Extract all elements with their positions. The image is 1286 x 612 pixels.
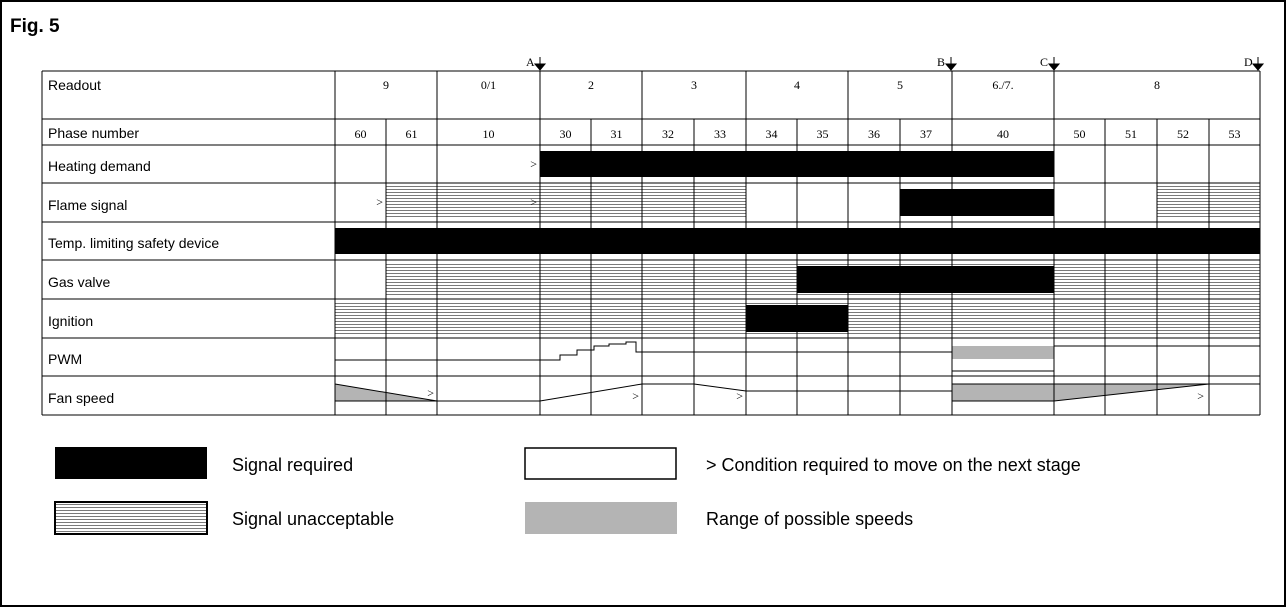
flame-signal-condition-mark: >	[376, 195, 383, 209]
phase-number: 51	[1125, 127, 1137, 141]
marker-d-label: D	[1244, 55, 1253, 69]
marker-c-label: C	[1040, 55, 1048, 69]
flame-signal-required-bar	[900, 189, 1054, 216]
legend-label-condition: > Condition required to move on the next…	[706, 455, 1081, 475]
row-label: Heating demand	[48, 158, 151, 174]
marker-a-label: A	[526, 55, 535, 69]
stage-markers: A B C D	[526, 55, 1265, 71]
marker-b-label: B	[937, 55, 945, 69]
phase-number: 36	[868, 127, 880, 141]
phase-number: 34	[766, 127, 778, 141]
phase-number: 30	[560, 127, 572, 141]
row-label: PWM	[48, 351, 82, 367]
phase-number: 60	[355, 127, 367, 141]
fan-speed-range	[951, 383, 1210, 402]
fan-speed-condition-mark: >	[632, 389, 639, 403]
row-label: Ignition	[48, 313, 93, 329]
row-label: Flame signal	[48, 197, 127, 213]
flame-signal-condition-mark: >	[530, 195, 537, 209]
marker-b-arrow	[944, 57, 958, 71]
legend-label-unacceptable: Signal unacceptable	[232, 509, 394, 529]
readout-value: 5	[897, 78, 903, 92]
row-label: Gas valve	[48, 274, 110, 290]
legend-label-range: Range of possible speeds	[706, 509, 913, 529]
readout-label: Readout	[48, 77, 101, 93]
legend: Signal required > Condition required to …	[54, 447, 1081, 535]
phase-number: 32	[662, 127, 674, 141]
phase-number: 35	[817, 127, 829, 141]
phase-number: 53	[1229, 127, 1241, 141]
marker-a-arrow	[533, 57, 547, 71]
phase-number: 40	[997, 127, 1009, 141]
readout-value: 3	[691, 78, 697, 92]
readout-value: 9	[383, 78, 389, 92]
signal-rows: Heating demand Flame signal Temp. limiting…	[48, 151, 1260, 406]
phase-number-label: Phase number	[48, 125, 139, 141]
readout-value: 6./7.	[992, 78, 1013, 92]
phase-number: 10	[483, 127, 495, 141]
gas-valve-required-bar	[797, 266, 1054, 293]
readout-value: 0/1	[481, 78, 496, 92]
legend-swatch-unacceptable	[54, 501, 208, 535]
legend-swatch-range	[525, 502, 677, 534]
readout-row: 9 0/1 2 3 4 5 6./7. 8	[383, 78, 1160, 92]
readout-value: 4	[794, 78, 800, 92]
legend-swatch-condition	[524, 447, 677, 480]
row-label: Fan speed	[48, 390, 114, 406]
phase-number: 61	[406, 127, 418, 141]
phase-number: 50	[1074, 127, 1086, 141]
phase-number: 33	[714, 127, 726, 141]
phase-number: 52	[1177, 127, 1189, 141]
legend-label-required: Signal required	[232, 455, 353, 475]
legend-swatch-required	[55, 447, 207, 479]
marker-c-arrow	[1047, 57, 1061, 71]
pwm-ramp-line	[540, 341, 952, 361]
readout-value: 2	[588, 78, 594, 92]
row-label: Temp. limiting safety device	[48, 235, 219, 251]
readout-value: 8	[1154, 78, 1160, 92]
grid	[41, 70, 1261, 416]
heating-demand-condition-mark: >	[530, 157, 537, 171]
pwm-speed-range	[952, 346, 1054, 359]
phase-number: 31	[611, 127, 623, 141]
fan-speed-condition-mark: >	[427, 386, 434, 400]
marker-d-arrow	[1251, 57, 1265, 71]
fan-speed-condition-mark: >	[1197, 389, 1204, 403]
fan-speed-curve	[437, 383, 952, 402]
fan-speed-condition-mark: >	[736, 389, 743, 403]
phase-number: 37	[920, 127, 932, 141]
phase-number-row: 60 61 10 30 31 32 33 34 35 36 37 40 50 51 52 53	[355, 127, 1241, 141]
flame-signal-free	[746, 185, 900, 220]
figure-label: Fig. 5	[10, 16, 60, 37]
